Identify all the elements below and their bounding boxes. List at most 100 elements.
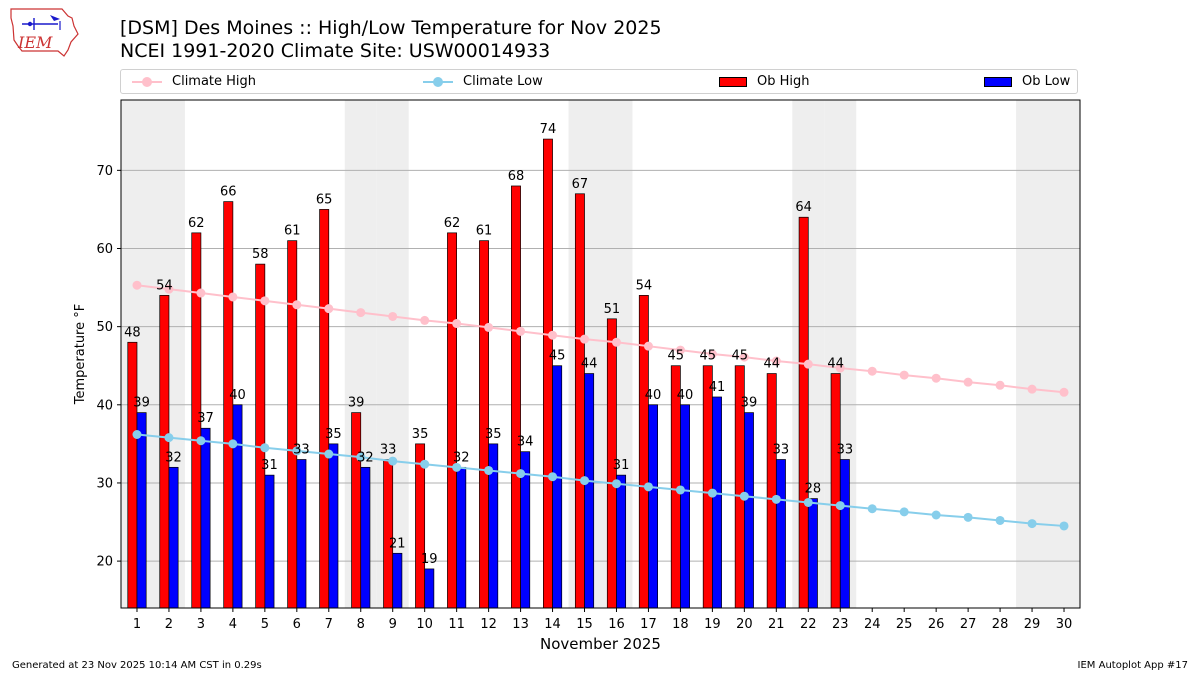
bar-ob-high xyxy=(319,209,330,609)
point-climate-low xyxy=(611,479,621,489)
point-climate-high xyxy=(388,311,398,321)
point-climate-low xyxy=(228,439,238,449)
bar-ob-low xyxy=(424,568,435,609)
label-ob-high: 45 xyxy=(668,349,685,364)
label-ob-high: 33 xyxy=(380,443,397,458)
legend-label-climate-low: Climate Low xyxy=(463,74,543,89)
x-tick-label: 19 xyxy=(704,617,721,632)
y-axis-label: Temperature °F xyxy=(73,304,88,405)
point-climate-high xyxy=(452,319,462,329)
label-ob-low: 45 xyxy=(549,349,566,364)
label-ob-high: 61 xyxy=(284,224,301,239)
point-climate-low xyxy=(867,504,877,514)
bar-ob-high xyxy=(415,443,426,609)
point-climate-high xyxy=(867,366,877,376)
x-tick-label: 22 xyxy=(800,617,817,632)
point-climate-high xyxy=(899,370,909,380)
x-tick-label: 16 xyxy=(608,617,625,632)
bar-ob-high xyxy=(702,365,713,609)
label-ob-low: 31 xyxy=(613,458,630,473)
x-tick-label: 5 xyxy=(261,617,269,632)
chart-subtitle: NCEI 1991-2020 Climate Site: USW00014933 xyxy=(120,40,551,62)
label-ob-low: 44 xyxy=(581,357,598,372)
point-climate-high xyxy=(1027,384,1037,394)
bar-ob-low xyxy=(200,427,211,609)
bar-ob-low xyxy=(232,404,243,609)
label-ob-low: 28 xyxy=(805,482,822,497)
point-climate-low xyxy=(356,452,366,462)
bar-ob-high xyxy=(798,216,809,609)
point-climate-low xyxy=(516,469,526,479)
label-ob-low: 21 xyxy=(389,536,406,551)
x-tick-label: 30 xyxy=(1056,617,1073,632)
label-ob-high: 62 xyxy=(444,216,461,231)
label-ob-low: 35 xyxy=(325,427,342,442)
label-ob-high: 45 xyxy=(700,349,717,364)
point-climate-high xyxy=(548,330,558,340)
label-ob-high: 45 xyxy=(731,349,748,364)
x-tick-label: 24 xyxy=(864,617,881,632)
bar-ob-low xyxy=(392,552,403,609)
point-climate-high xyxy=(963,377,973,387)
bar-ob-low xyxy=(456,466,467,609)
label-ob-low: 32 xyxy=(357,450,374,465)
x-tick-label: 27 xyxy=(960,617,977,632)
y-tick-label: 40 xyxy=(96,398,113,413)
bar-ob-low xyxy=(743,412,754,609)
weekend-shade xyxy=(1016,100,1049,608)
point-climate-low xyxy=(1059,521,1069,531)
bar-ob-high xyxy=(383,459,394,609)
bar-ob-low xyxy=(264,474,275,609)
legend-marker-ob-low xyxy=(984,76,1012,87)
label-ob-high: 67 xyxy=(572,177,589,192)
label-ob-low: 40 xyxy=(645,388,662,403)
label-ob-low: 37 xyxy=(197,411,214,426)
x-axis-label: November 2025 xyxy=(540,635,661,653)
point-climate-high xyxy=(707,349,717,359)
point-climate-high xyxy=(484,322,494,332)
point-climate-high xyxy=(835,363,845,373)
bar-ob-low xyxy=(360,466,371,609)
bar-ob-low xyxy=(807,498,818,609)
point-climate-high xyxy=(580,334,590,344)
generated-timestamp: Generated at 23 Nov 2025 10:14 AM CST in… xyxy=(12,660,262,671)
x-tick-label: 7 xyxy=(325,617,333,632)
point-climate-low xyxy=(452,462,462,472)
label-ob-high: 48 xyxy=(124,325,141,340)
bar-ob-low xyxy=(136,412,147,609)
point-climate-low xyxy=(707,488,717,498)
y-tick-label: 70 xyxy=(96,164,113,179)
iem-logo: IEM xyxy=(10,8,79,57)
y-tick-label: 50 xyxy=(96,320,113,335)
chart-title: [DSM] Des Moines :: High/Low Temperature… xyxy=(120,17,662,39)
label-ob-low: 40 xyxy=(677,388,694,403)
bar-ob-high xyxy=(127,341,138,609)
bar-ob-low xyxy=(168,466,179,609)
point-climate-high xyxy=(803,359,813,369)
bar-ob-high xyxy=(766,373,777,609)
point-climate-low xyxy=(388,456,398,466)
label-ob-high: 68 xyxy=(508,169,525,184)
x-tick-label: 6 xyxy=(293,617,301,632)
x-tick-label: 11 xyxy=(448,617,465,632)
label-ob-low: 34 xyxy=(517,435,534,450)
bar-ob-low xyxy=(839,459,850,609)
legend-marker-ob-high xyxy=(719,76,747,87)
point-climate-low xyxy=(643,482,653,492)
point-climate-low xyxy=(324,449,334,459)
x-tick-label: 8 xyxy=(357,617,365,632)
legend-label-climate-high: Climate High xyxy=(172,74,257,89)
x-tick-label: 18 xyxy=(672,617,689,632)
bar-ob-low xyxy=(680,404,690,609)
point-climate-high xyxy=(516,326,526,336)
x-tick-label: 2 xyxy=(165,617,173,632)
bar-ob-high xyxy=(255,263,266,609)
bar-ob-high xyxy=(287,240,298,609)
point-climate-high xyxy=(420,315,430,325)
weekend-shade xyxy=(1048,100,1080,608)
point-climate-low xyxy=(260,443,270,453)
label-ob-low: 32 xyxy=(165,450,182,465)
label-ob-high: 44 xyxy=(763,357,780,372)
x-tick-label: 25 xyxy=(896,617,913,632)
